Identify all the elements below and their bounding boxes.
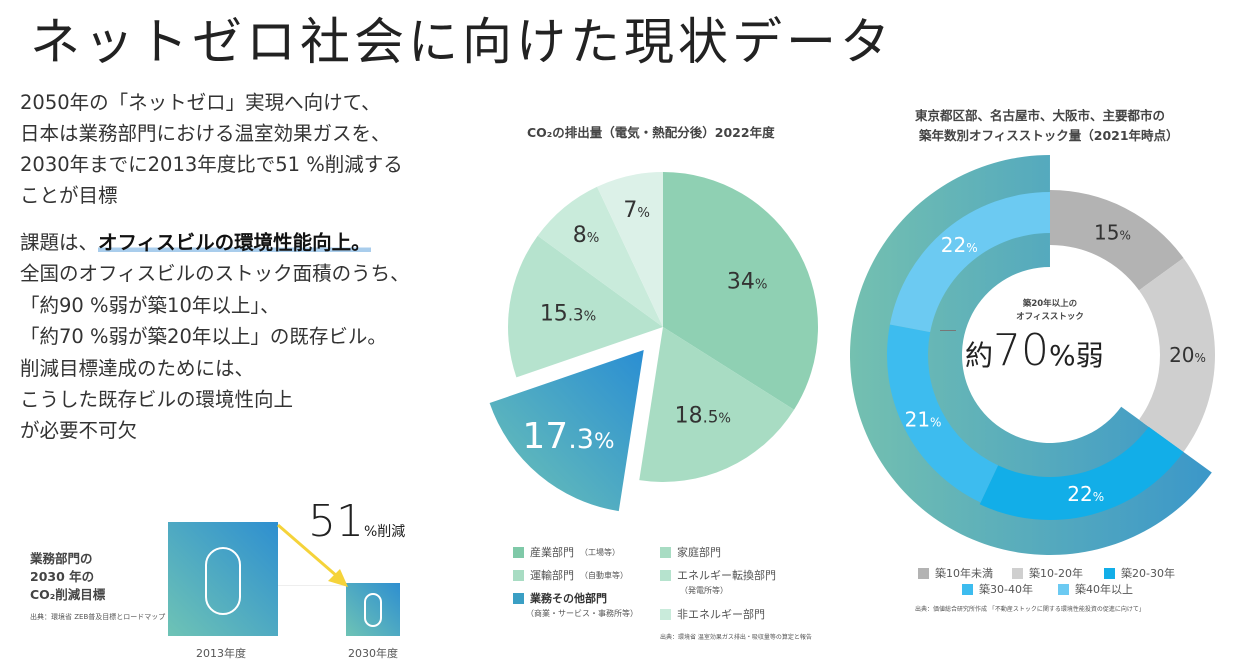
intro-line: が必要不可欠 — [20, 419, 138, 442]
legend-item: 築40年以上 — [1058, 581, 1133, 597]
issue-highlight: オフィスビルの環境性能向上。 — [98, 231, 371, 254]
legend-item: 家庭部門 — [660, 544, 721, 560]
pie-slice — [489, 350, 644, 512]
pie-slice — [663, 172, 818, 410]
donut-source: 出典：価値総合研究所作成 「不動産ストックに関する環境性能投資の促進に向けて」 — [915, 606, 1145, 613]
legend-item: エネルギー転換部門 — [660, 567, 776, 583]
office-stock-donut-chart: 15% 20% 22% 21% 22% — [850, 155, 1215, 555]
donut-segment-label: 22% — [941, 233, 978, 257]
donut-segment-label: 22% — [1067, 482, 1104, 506]
legend-item: 築10-20年 — [1012, 565, 1083, 581]
donut-segment-label: 21% — [905, 408, 942, 432]
intro-line: 「約90 %弱が築10年以上」、 — [20, 294, 280, 317]
legend-item: 運輸部門 （自動車等） — [513, 567, 628, 583]
target-label: CO₂削減目標 — [30, 587, 106, 602]
reduction-unit: %削減 — [364, 524, 406, 540]
year-2013-label: 2013年度 — [196, 647, 246, 660]
page-title: ネットゼロ社会に向けた現状データ — [30, 13, 894, 71]
target-label: 2030 年の — [30, 569, 95, 584]
pie-slice — [639, 327, 795, 483]
pie-slice-label: 7% — [623, 198, 650, 223]
reduction-number: 51 — [308, 496, 364, 547]
issue-line: 課題は、オフィスビルの環境性能向上。 — [20, 226, 371, 255]
intro-line: 日本は業務部門における温室効果ガスを、 — [20, 122, 391, 145]
pie-slice — [508, 235, 663, 378]
pie-slice-label: 34% — [727, 270, 768, 295]
pie-slice — [537, 186, 663, 327]
co2-pie-chart: 34% 18.5% 17.3% 15.3% 8% 7% — [489, 172, 818, 512]
target-label: 業務部門の — [30, 551, 93, 566]
donut-segment — [889, 192, 1050, 333]
target-source: 出典：環境省 ZEB普及目標とロードマップ — [30, 613, 166, 621]
legend-item: 産業部門 （工場等） — [513, 544, 620, 560]
pie-slice-label: 17.3% — [522, 416, 614, 457]
intro-line: 「約70 %弱が築20年以上」の既存ビル。 — [20, 325, 387, 348]
intro-line: こうした既存ビルの環境性向上 — [20, 388, 294, 411]
legend-sub: （発電所等） — [680, 586, 728, 595]
donut-segment — [979, 426, 1184, 520]
intro-line: ことが目標 — [20, 184, 118, 207]
pie-slice-label: 18.5% — [675, 403, 731, 428]
pie-chart-title: CO₂の排出量（電気・熱配分後）2022年度 — [527, 125, 775, 140]
year-2030-label: 2030年度 — [348, 647, 398, 660]
intro-line: 全国のオフィスビルのストック面積のうち、 — [20, 262, 410, 285]
donut-segment-label: 15% — [1094, 220, 1131, 244]
legend-item: 築20-30年 — [1104, 565, 1175, 581]
square-2030 — [346, 583, 400, 636]
legend-item: 築30-40年 — [962, 581, 1033, 597]
donut-center-caption: 築20年以上の オフィスストック — [1016, 299, 1084, 322]
donut-segment-label: 20% — [1169, 343, 1206, 367]
legend-item: 業務その他部門 — [513, 590, 607, 606]
donut-center-value: 約70%弱 — [965, 325, 1104, 376]
pie-slice-label: 8% — [573, 223, 600, 248]
donut-segment — [1138, 258, 1215, 452]
pie-slice-label: 15.3% — [540, 302, 596, 327]
intro-line: 削減目標達成のためには、 — [20, 357, 255, 380]
arrow-icon — [277, 523, 348, 587]
intro-line: 2030年までに2013年度比で51 %削減する — [20, 153, 403, 176]
intro-line: 2050年の「ネットゼロ」実現へ向けて、 — [20, 91, 381, 114]
square-2013 — [168, 522, 278, 636]
legend-item: 非エネルギー部門 — [660, 606, 765, 622]
issue-prefix: 課題は、 — [20, 231, 99, 254]
legend-sub: （商業・サービス・事務所等） — [526, 609, 638, 618]
pie-source: 出典：環境省 温室効果ガス排出・吸収量等の算定と報告 — [660, 634, 812, 641]
center-dash — [940, 330, 956, 331]
legend-item: 築10年未満 — [918, 565, 993, 581]
donut-segment — [887, 324, 999, 503]
donut-segment — [1050, 190, 1184, 291]
pie-slice — [597, 172, 663, 327]
donut-chart-title: 東京都区部、名古屋市、大阪市、主要都市の 築年数別オフィスストック量（2021年… — [915, 108, 1179, 143]
